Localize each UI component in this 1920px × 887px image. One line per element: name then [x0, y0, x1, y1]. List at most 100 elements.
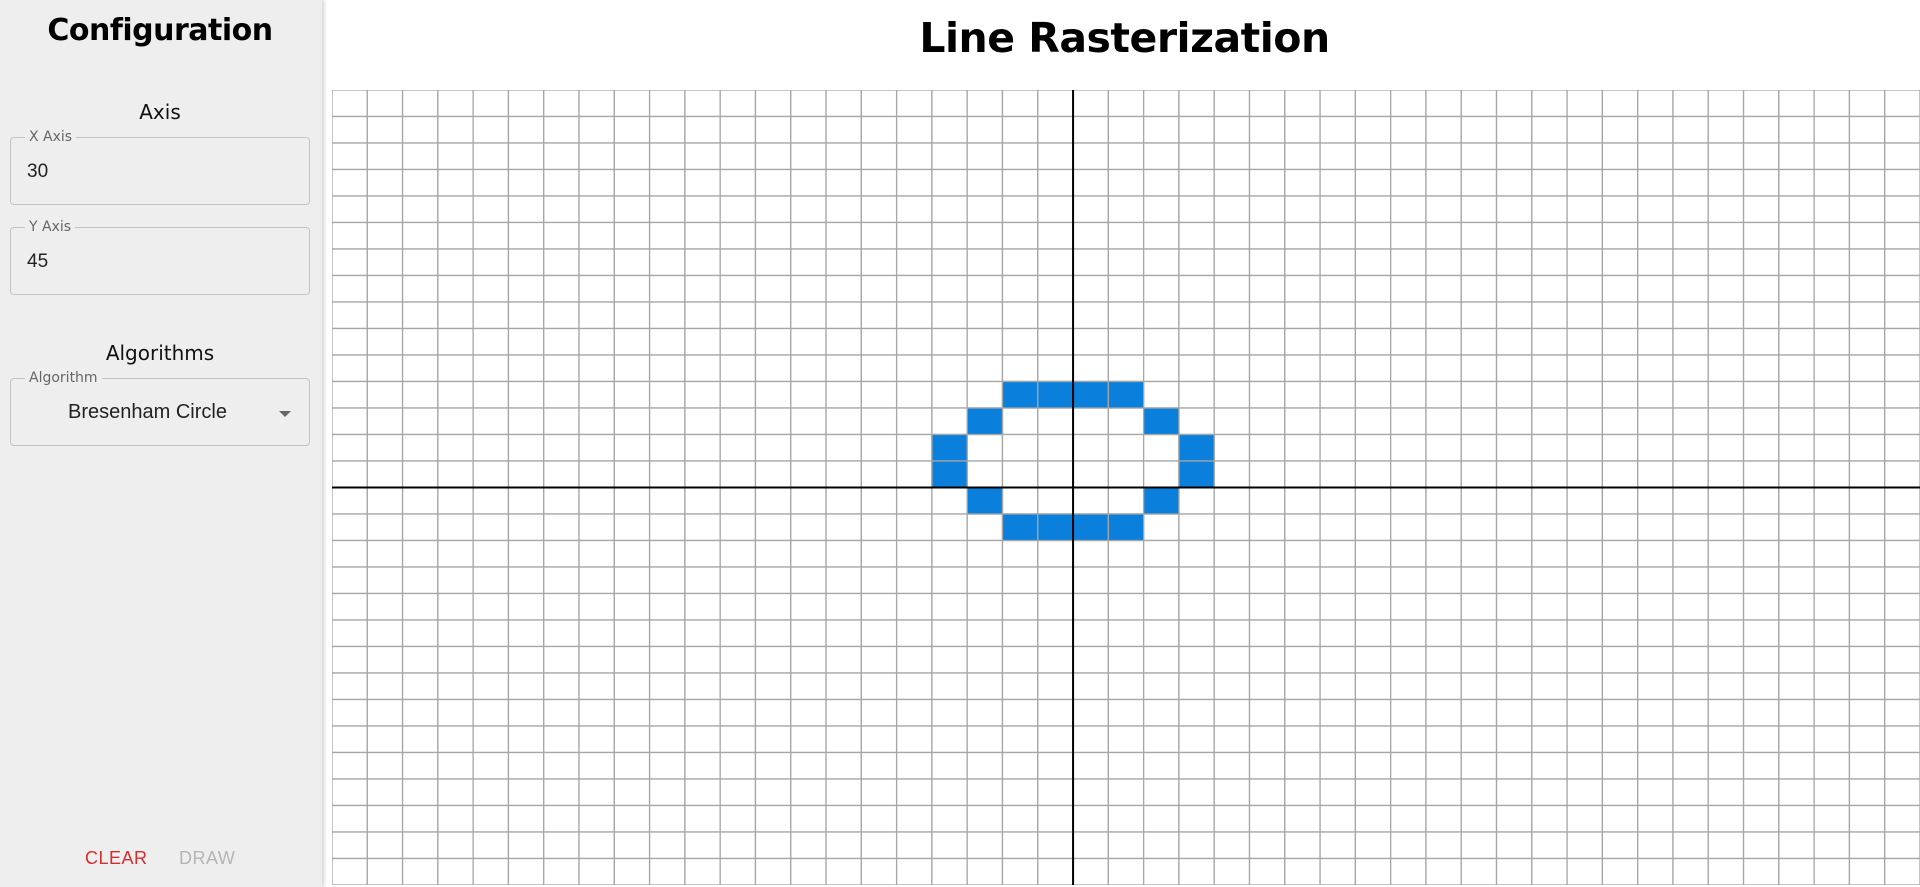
grid-cell[interactable]	[1531, 725, 1568, 754]
grid-cell[interactable]	[1742, 778, 1780, 807]
grid-cell[interactable]	[507, 619, 545, 648]
grid-cell[interactable]	[1425, 619, 1462, 648]
grid-cell[interactable]	[1460, 804, 1498, 833]
grid-cell[interactable]	[1460, 672, 1498, 701]
grid-cell[interactable]	[543, 354, 580, 383]
grid-cell[interactable]	[719, 539, 757, 568]
grid-cell[interactable]	[613, 619, 651, 648]
grid-cell[interactable]	[613, 354, 651, 383]
grid-cell[interactable]	[1460, 354, 1498, 383]
grid-cell[interactable]	[1848, 778, 1886, 807]
grid-cell[interactable]	[1531, 248, 1568, 277]
grid-cell[interactable]	[1813, 778, 1851, 807]
grid-cell[interactable]	[543, 460, 580, 489]
grid-cell[interactable]	[1107, 539, 1145, 568]
grid-cell[interactable]	[1884, 513, 1920, 542]
grid-cell[interactable]	[1566, 354, 1604, 383]
grid-cell[interactable]	[895, 619, 933, 648]
grid-cell[interactable]	[507, 407, 545, 436]
grid-cell[interactable]	[754, 115, 792, 144]
grid-cell[interactable]	[1107, 672, 1145, 701]
grid-cell[interactable]	[1390, 804, 1427, 833]
grid-cell[interactable]	[1319, 301, 1357, 330]
grid-cell[interactable]	[543, 778, 580, 807]
grid-cell[interactable]	[860, 380, 898, 409]
grid-cell[interactable]	[931, 539, 968, 568]
grid-cell[interactable]	[1813, 221, 1851, 250]
grid-cell[interactable]	[1354, 619, 1392, 648]
grid-cell[interactable]	[1072, 831, 1110, 860]
grid-cell[interactable]	[754, 566, 792, 595]
grid-cell[interactable]	[1601, 725, 1639, 754]
grid-cell[interactable]	[684, 619, 721, 648]
grid-cell[interactable]	[507, 751, 545, 780]
grid-cell[interactable]	[1566, 619, 1604, 648]
grid-cell[interactable]	[790, 804, 827, 833]
grid-cell[interactable]	[1390, 380, 1427, 409]
grid-cell[interactable]	[332, 142, 368, 171]
grid-cell[interactable]	[1390, 90, 1427, 118]
grid-cell[interactable]	[1742, 115, 1780, 144]
grid-cell[interactable]	[543, 619, 580, 648]
grid-cell[interactable]	[648, 115, 686, 144]
grid-cell[interactable]	[754, 725, 792, 754]
grid-cell[interactable]	[719, 90, 757, 118]
grid-cell[interactable]	[1072, 645, 1110, 674]
grid-cell[interactable]	[366, 539, 404, 568]
grid-cell[interactable]	[1284, 354, 1321, 383]
grid-cell[interactable]	[1001, 168, 1039, 197]
grid-cell[interactable]	[754, 142, 792, 171]
grid-cell[interactable]	[1707, 301, 1745, 330]
grid-cell[interactable]	[437, 751, 474, 780]
grid-cell[interactable]	[1248, 592, 1286, 621]
grid-cell[interactable]	[1354, 248, 1392, 277]
grid-cell[interactable]	[507, 804, 545, 833]
grid-cell[interactable]	[1531, 90, 1568, 118]
grid-cell[interactable]	[1637, 566, 1674, 595]
grid-cell[interactable]	[684, 195, 721, 224]
grid-cell[interactable]	[1495, 354, 1533, 383]
grid-cell[interactable]	[366, 354, 404, 383]
grid-cell[interactable]	[1601, 168, 1639, 197]
grid-cell[interactable]	[401, 698, 439, 727]
grid-cell[interactable]	[1742, 433, 1780, 462]
grid-cell[interactable]	[1319, 778, 1357, 807]
grid-cell[interactable]	[1742, 751, 1780, 780]
grid-cell[interactable]	[472, 168, 510, 197]
grid-cell[interactable]	[931, 513, 968, 542]
grid-cell[interactable]	[1531, 221, 1568, 250]
grid-cell[interactable]	[684, 221, 721, 250]
grid-cell[interactable]	[895, 90, 933, 118]
grid-cell[interactable]	[1001, 274, 1039, 303]
grid-cell[interactable]	[825, 168, 862, 197]
grid-cell[interactable]	[1707, 672, 1745, 701]
grid-cell[interactable]	[1284, 380, 1321, 409]
grid-cell[interactable]	[1213, 751, 1251, 780]
grid-cell[interactable]	[332, 566, 368, 595]
grid-cell[interactable]	[1037, 566, 1074, 595]
grid-cell[interactable]	[1213, 592, 1251, 621]
grid-cell[interactable]	[1425, 433, 1462, 462]
grid-cell[interactable]	[1848, 142, 1886, 171]
grid-cell[interactable]	[1248, 486, 1286, 515]
grid-cell[interactable]	[1178, 725, 1215, 754]
grid-cell[interactable]	[790, 751, 827, 780]
grid-cell[interactable]	[578, 460, 615, 489]
grid-cell[interactable]	[1495, 115, 1533, 144]
grid-cell[interactable]	[754, 857, 792, 886]
grid-cell[interactable]	[1637, 698, 1674, 727]
grid-cell[interactable]	[1601, 778, 1639, 807]
grid-cell[interactable]	[472, 857, 510, 886]
grid-cell[interactable]	[1142, 327, 1180, 356]
grid-cell[interactable]	[895, 725, 933, 754]
grid-cell[interactable]	[1601, 804, 1639, 833]
grid-cell[interactable]	[1213, 433, 1251, 462]
grid-cell[interactable]	[1813, 274, 1851, 303]
grid-cell[interactable]	[543, 804, 580, 833]
grid-cell[interactable]	[613, 90, 651, 118]
grid-cell[interactable]	[1460, 725, 1498, 754]
grid-cell[interactable]	[1142, 115, 1180, 144]
grid-cell[interactable]	[1707, 195, 1745, 224]
grid-cell[interactable]	[613, 513, 651, 542]
grid-cell[interactable]	[1354, 831, 1392, 860]
